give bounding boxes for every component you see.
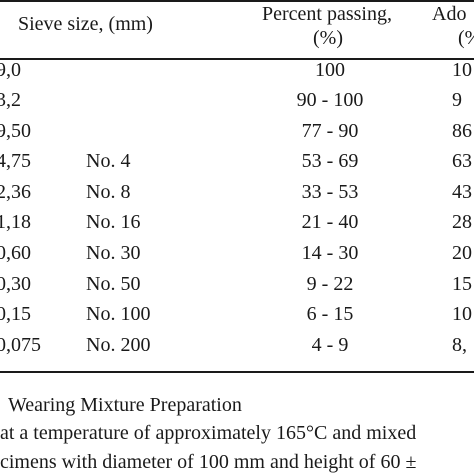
section-heading: Wearing Mixture Preparation	[8, 394, 242, 416]
sieve-size-mm-cell: 1,18	[0, 211, 31, 233]
sieve-size-mm-cell: 0,075	[0, 334, 41, 356]
adopted-value-cell: 86	[452, 120, 472, 142]
percent-passing-cell: 4 - 9	[311, 334, 349, 356]
adopted-value-cell: 15	[452, 273, 472, 295]
percent-passing-cell: 33 - 53	[301, 181, 359, 203]
sieve-number-cell: No. 50	[86, 273, 141, 295]
header-adopted: Ado	[432, 3, 467, 25]
percent-passing-cell: 9 - 22	[306, 273, 354, 295]
sieve-size-mm-cell: 0,30	[0, 273, 31, 295]
header-percent-passing-unit: (%)	[313, 27, 343, 49]
percent-passing-cell: 21 - 40	[301, 211, 359, 233]
adopted-value-cell: 43	[452, 181, 472, 203]
percent-passing-cell: 6 - 15	[306, 303, 354, 325]
body-line-2: cimens with diameter of 100 mm and heigh…	[0, 451, 417, 473]
body-line-1: at a temperature of approximately 165°C …	[0, 422, 417, 444]
sieve-size-mm-cell: 4,75	[0, 150, 31, 172]
sieve-number-cell: No. 200	[86, 334, 151, 356]
adopted-value-cell: 28	[452, 211, 472, 233]
percent-passing-cell: 90 - 100	[296, 89, 364, 111]
header-percent-passing: Percent passing,	[262, 3, 392, 25]
sieve-size-mm-cell: 9,0	[0, 59, 21, 81]
adopted-value-cell: 9	[452, 89, 462, 111]
table-header-rule	[0, 58, 474, 60]
adopted-value-cell: 63	[452, 150, 472, 172]
sieve-number-cell: No. 30	[86, 242, 141, 264]
header-sieve-size: Sieve size, (mm)	[18, 13, 153, 35]
percent-passing-cell: 100	[315, 59, 345, 81]
adopted-value-cell: 8,	[452, 334, 467, 356]
adopted-value-cell: 10	[452, 59, 472, 81]
sieve-size-mm-cell: 3,2	[0, 89, 21, 111]
percent-passing-cell: 53 - 69	[301, 150, 359, 172]
sieve-number-cell: No. 100	[86, 303, 151, 325]
sieve-size-mm-cell: 0,60	[0, 242, 31, 264]
sieve-number-cell: No. 16	[86, 211, 141, 233]
sieve-number-cell: No. 4	[86, 150, 131, 172]
adopted-value-cell: 10	[452, 303, 472, 325]
sieve-size-mm-cell: 0,15	[0, 303, 31, 325]
percent-passing-cell: 77 - 90	[301, 120, 359, 142]
percent-passing-cell: 14 - 30	[301, 242, 359, 264]
table-top-rule	[0, 0, 474, 2]
table-bottom-rule	[0, 371, 474, 373]
sieve-number-cell: No. 8	[86, 181, 131, 203]
sieve-size-mm-cell: 2,36	[0, 181, 31, 203]
sieve-size-mm-cell: 9,50	[0, 120, 31, 142]
adopted-value-cell: 20	[452, 242, 472, 264]
header-adopted-unit: (%	[458, 27, 474, 49]
